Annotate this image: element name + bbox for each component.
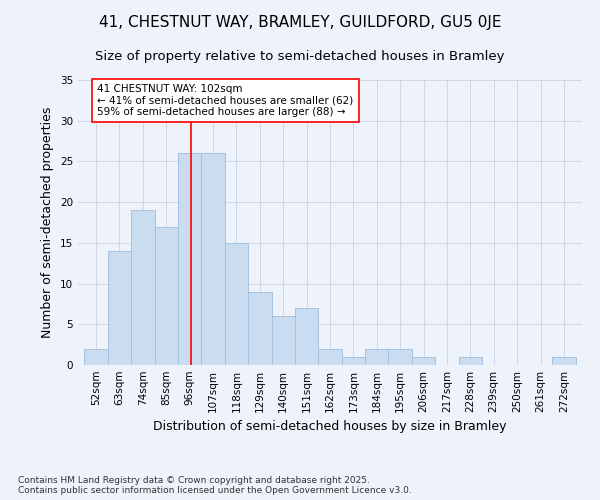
Bar xyxy=(365,348,388,365)
Bar xyxy=(131,210,155,365)
Bar xyxy=(319,348,341,365)
Bar xyxy=(225,243,248,365)
Bar xyxy=(202,154,225,365)
Text: 41, CHESTNUT WAY, BRAMLEY, GUILDFORD, GU5 0JE: 41, CHESTNUT WAY, BRAMLEY, GUILDFORD, GU… xyxy=(99,15,501,30)
X-axis label: Distribution of semi-detached houses by size in Bramley: Distribution of semi-detached houses by … xyxy=(153,420,507,434)
Bar xyxy=(155,226,178,365)
Bar xyxy=(552,357,575,365)
Bar xyxy=(178,154,202,365)
Bar xyxy=(272,316,295,365)
Bar xyxy=(295,308,319,365)
Bar xyxy=(341,357,365,365)
Bar xyxy=(458,357,482,365)
Bar xyxy=(248,292,272,365)
Bar xyxy=(388,348,412,365)
Y-axis label: Number of semi-detached properties: Number of semi-detached properties xyxy=(41,107,55,338)
Bar xyxy=(412,357,435,365)
Text: Contains HM Land Registry data © Crown copyright and database right 2025.
Contai: Contains HM Land Registry data © Crown c… xyxy=(18,476,412,495)
Bar xyxy=(108,251,131,365)
Bar xyxy=(85,348,108,365)
Text: 41 CHESTNUT WAY: 102sqm
← 41% of semi-detached houses are smaller (62)
59% of se: 41 CHESTNUT WAY: 102sqm ← 41% of semi-de… xyxy=(97,84,353,117)
Text: Size of property relative to semi-detached houses in Bramley: Size of property relative to semi-detach… xyxy=(95,50,505,63)
